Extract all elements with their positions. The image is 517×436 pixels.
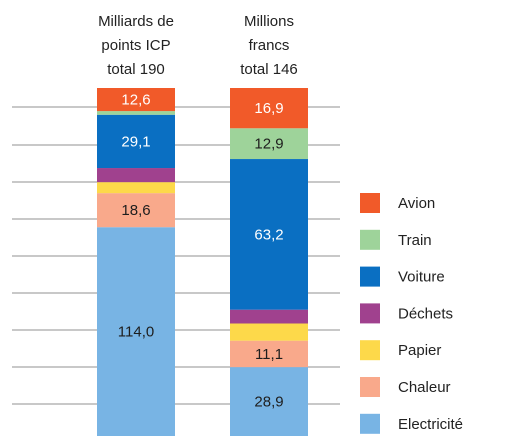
legend-label: Déchets [398, 305, 453, 322]
bar-segment [230, 309, 308, 324]
bar-segment [230, 323, 308, 341]
bar-segment [97, 193, 175, 228]
bar-segment [230, 340, 308, 368]
legend-label: Papier [398, 342, 441, 359]
legend-swatch [360, 377, 380, 397]
legend-swatch [360, 229, 380, 250]
bar-segment [97, 227, 175, 436]
column-header: Millions [244, 13, 294, 30]
value-label: 18,6 [121, 202, 150, 219]
bar-segment [97, 88, 175, 112]
legend-swatch [360, 266, 380, 287]
value-label: 29,1 [121, 133, 150, 150]
bar-segment [230, 88, 308, 129]
legend-swatch [360, 193, 380, 213]
value-label: 16,9 [254, 100, 283, 117]
bar-segment [230, 367, 308, 436]
legend-swatch [360, 413, 380, 434]
legend-label: Train [398, 232, 432, 249]
legend-label: Voiture [398, 269, 445, 286]
value-label: 11,1 [255, 346, 283, 363]
legend-label: Electricité [398, 416, 463, 433]
value-label: 63,2 [254, 226, 283, 243]
legend-swatch [360, 303, 380, 324]
bar-segment [97, 182, 175, 194]
legend-label: Chaleur [398, 379, 451, 396]
value-label: 28,9 [254, 394, 283, 411]
value-label: 114,0 [118, 324, 154, 341]
value-label: 12,6 [121, 92, 150, 109]
column-header: total 190 [107, 61, 165, 78]
bar-segment [97, 114, 175, 169]
column-header: Milliards de [98, 13, 174, 30]
column-header: points ICP [101, 37, 170, 54]
column-header: francs [249, 37, 290, 54]
bar-segment [230, 159, 308, 310]
bar-segment [97, 168, 175, 183]
legend-label: Avion [398, 195, 435, 212]
bar-segment [230, 128, 308, 160]
bar-segment [97, 111, 175, 115]
value-label: 12,9 [254, 136, 283, 153]
column-header: total 146 [240, 61, 298, 78]
legend-swatch [360, 340, 380, 361]
background-lines [12, 106, 340, 405]
